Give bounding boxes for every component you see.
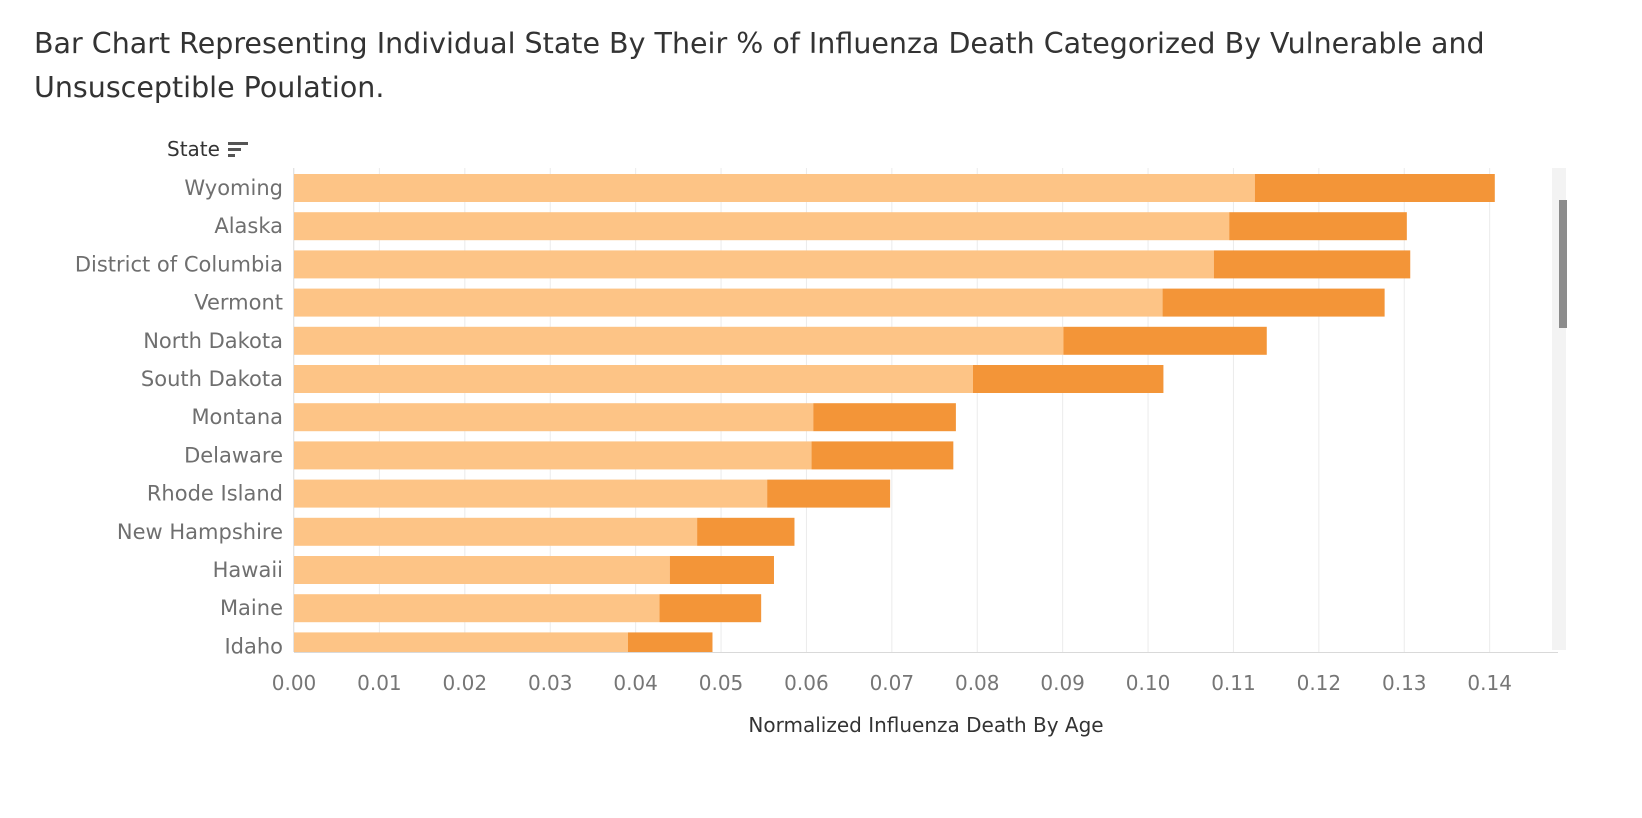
- x-tick-label: 0.12: [1297, 671, 1342, 695]
- bar-segment: [294, 556, 670, 584]
- x-tick-label: 0.08: [955, 671, 1000, 695]
- state-label: District of Columbia: [75, 252, 283, 276]
- state-label: Wyoming: [184, 176, 283, 200]
- state-label: Montana: [191, 405, 283, 429]
- bar-segment: [627, 632, 713, 652]
- x-tick-label: 0.05: [699, 671, 744, 695]
- x-tick-label: 0.01: [357, 671, 402, 695]
- x-tick-label: 0.10: [1126, 671, 1171, 695]
- sort-descending-icon[interactable]: [227, 139, 250, 159]
- x-tick-label: 0.13: [1382, 671, 1427, 695]
- state-label: Rhode Island: [147, 482, 283, 506]
- bar-segment: [1063, 326, 1267, 355]
- x-tick-label: 0.14: [1467, 671, 1512, 695]
- chart-title: Bar Chart Representing Individual State …: [34, 27, 1485, 104]
- bar-segment: [294, 594, 660, 623]
- x-tick-label: 0.04: [613, 671, 658, 695]
- x-tick-label: 0.09: [1040, 671, 1085, 695]
- bar-segment: [294, 288, 1163, 317]
- x-tick-label: 0.11: [1211, 671, 1256, 695]
- bar-segment: [972, 365, 1164, 393]
- bar-segment: [294, 212, 1230, 241]
- bar-segment: [659, 594, 762, 623]
- bar-segment: [294, 326, 1064, 355]
- state-axis-header: State: [167, 137, 250, 161]
- x-axis-label: Normalized Influenza Death By Age: [748, 713, 1104, 737]
- state-label: Maine: [220, 596, 283, 620]
- state-label: Vermont: [194, 291, 283, 315]
- bar-segment: [813, 403, 956, 432]
- x-tick-label: 0.07: [870, 671, 915, 695]
- bar-segment: [294, 365, 973, 393]
- state-header-label: State: [167, 137, 220, 161]
- bar-segment: [294, 250, 1214, 279]
- bar-segment: [767, 479, 891, 508]
- state-label: North Dakota: [143, 329, 283, 353]
- state-label: South Dakota: [141, 367, 283, 391]
- state-label: Hawaii: [213, 558, 283, 582]
- bar-segment: [1162, 288, 1385, 317]
- x-tick-label: 0.00: [272, 671, 317, 695]
- state-label: Delaware: [184, 443, 283, 467]
- x-tick-label: 0.06: [784, 671, 829, 695]
- bar-segment: [811, 441, 954, 470]
- scrollbar-thumb[interactable]: [1559, 200, 1567, 328]
- bar-segment: [294, 479, 768, 508]
- bar-segment: [294, 403, 814, 432]
- x-tick-label: 0.03: [528, 671, 573, 695]
- bar-segment: [1213, 250, 1411, 279]
- bar-segment: [1254, 174, 1495, 202]
- x-tick-label: 0.02: [443, 671, 488, 695]
- bar-segment: [697, 517, 795, 546]
- state-label: New Hampshire: [117, 520, 283, 544]
- bar-segment: [1229, 212, 1407, 241]
- bar-segment: [294, 174, 1255, 202]
- bar-segment: [669, 556, 774, 584]
- state-label: Alaska: [214, 214, 283, 238]
- state-label: Idaho: [224, 634, 283, 658]
- bar-segment: [294, 441, 812, 470]
- bar-segment: [294, 632, 628, 652]
- bar-segment: [294, 517, 698, 546]
